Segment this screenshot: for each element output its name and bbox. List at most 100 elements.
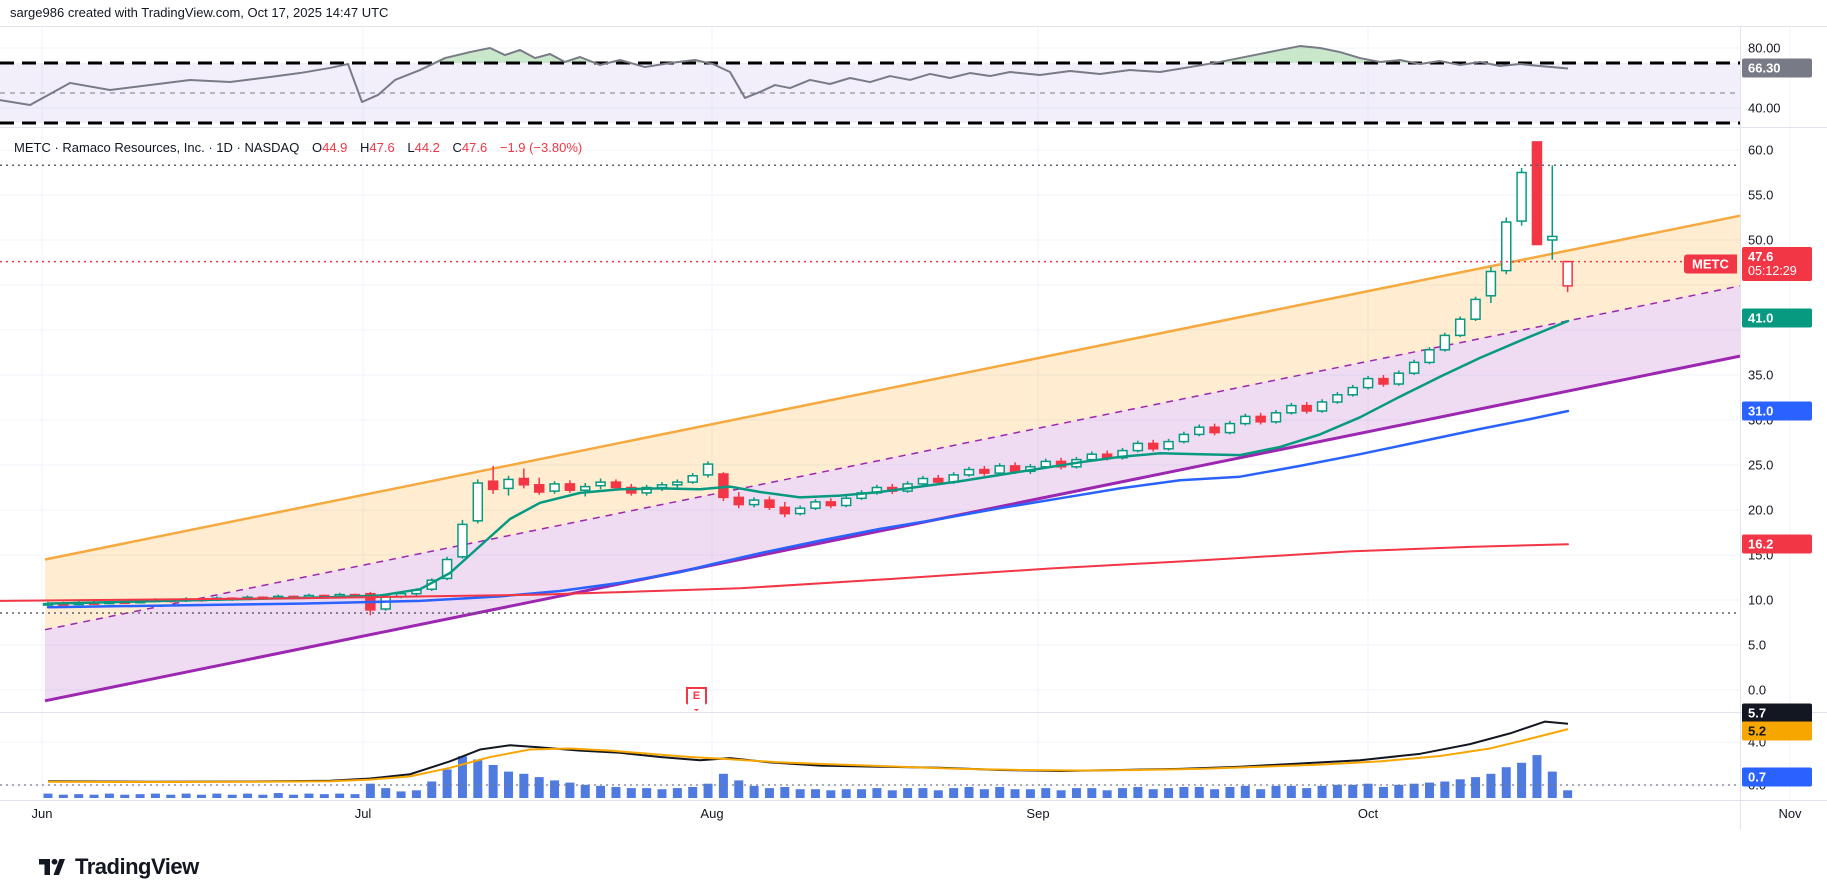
pane-separator-rsi-main[interactable] [0, 127, 1827, 128]
candle-body[interactable] [733, 496, 744, 506]
volume-bar[interactable] [949, 788, 959, 798]
volume-bar[interactable] [1271, 785, 1281, 798]
candle-body[interactable] [1501, 221, 1512, 272]
volume-bar[interactable] [841, 789, 851, 798]
volume-bar[interactable] [1133, 787, 1143, 798]
candle-body[interactable] [1378, 377, 1389, 385]
symbol-info-line[interactable]: METC · Ramaco Resources, Inc. · 1D · NAS… [14, 140, 582, 155]
volume-line-orange[interactable] [47, 728, 1569, 783]
volume-bar[interactable] [1102, 790, 1112, 798]
volume-bar[interactable] [1317, 785, 1327, 798]
volume-bar[interactable] [1501, 767, 1511, 798]
candle-body[interactable] [1132, 442, 1144, 452]
candle-body[interactable] [1547, 235, 1558, 241]
volume-bar[interactable] [243, 793, 253, 798]
candle-body[interactable] [779, 506, 791, 515]
volume-bar[interactable] [1164, 788, 1174, 798]
volume-bar[interactable] [1302, 788, 1312, 798]
volume-bar[interactable] [795, 789, 805, 798]
volume-bar[interactable] [1210, 789, 1220, 798]
candle-body[interactable] [994, 465, 1005, 474]
volume-bar[interactable] [120, 794, 130, 798]
volume-bar[interactable] [918, 788, 928, 798]
volume-bar[interactable] [995, 787, 1005, 798]
volume-bar[interactable] [1409, 783, 1419, 798]
volume-bar[interactable] [1394, 784, 1404, 798]
candle-body[interactable] [748, 499, 760, 506]
candle-body[interactable] [1255, 415, 1266, 423]
volume-bar[interactable] [135, 794, 145, 798]
volume-bar[interactable] [273, 793, 283, 798]
candle-body[interactable] [1424, 349, 1435, 364]
volume-bar[interactable] [1547, 771, 1557, 798]
volume-bar[interactable] [1240, 785, 1250, 798]
candle-body[interactable] [1270, 412, 1282, 423]
candle-body[interactable] [1485, 270, 1497, 297]
candle-body[interactable] [1224, 422, 1236, 434]
ma-fast-badge[interactable]: 41.0 [1742, 308, 1812, 328]
chart-canvas[interactable] [0, 0, 1827, 830]
volume-bar[interactable] [488, 765, 498, 798]
volume-bar[interactable] [872, 788, 882, 798]
volume-bar[interactable] [150, 793, 160, 798]
candle-body[interactable] [1332, 394, 1343, 403]
candle-body[interactable] [963, 468, 975, 476]
volume-bar[interactable] [181, 793, 191, 798]
volume-bar[interactable] [1455, 779, 1465, 798]
candle-body[interactable] [1347, 386, 1358, 396]
volume-bar[interactable] [565, 782, 575, 798]
candle-body[interactable] [1454, 318, 1466, 337]
candle-body[interactable] [1086, 453, 1098, 461]
volume-bar[interactable] [1378, 787, 1388, 798]
volume-bar[interactable] [611, 787, 621, 798]
candle-body[interactable] [810, 501, 821, 509]
volume-bar[interactable] [642, 788, 652, 798]
volume-bar[interactable] [780, 787, 790, 798]
candle-body[interactable] [1470, 298, 1481, 320]
volume-bar[interactable] [703, 783, 713, 798]
fast-ma-teal[interactable] [46, 319, 1570, 605]
candle-body[interactable] [1163, 440, 1174, 450]
volume-bar[interactable] [212, 793, 222, 798]
volume-bar[interactable] [811, 789, 820, 798]
volume-bar[interactable] [197, 794, 206, 798]
volume-bar[interactable] [519, 773, 529, 798]
volume-bar[interactable] [718, 773, 728, 798]
volume-bar[interactable] [1363, 783, 1373, 798]
volume-bar[interactable] [1532, 755, 1542, 798]
volume-bar[interactable] [89, 794, 99, 798]
volume-bar[interactable] [749, 785, 759, 798]
volume-bar[interactable] [411, 790, 421, 798]
ma-mid-badge[interactable]: 31.0 [1742, 401, 1812, 421]
volume-bar[interactable] [903, 788, 913, 798]
volume-bar[interactable] [1118, 788, 1127, 798]
candle-body[interactable] [764, 499, 775, 509]
volume-bar[interactable] [734, 780, 744, 798]
candle-body[interactable] [979, 468, 990, 474]
volume-bar[interactable] [350, 794, 360, 798]
candle-body[interactable] [656, 484, 668, 489]
volume-line-black[interactable] [47, 720, 1569, 783]
candle-body[interactable] [917, 477, 929, 485]
volume-bar[interactable] [43, 793, 53, 798]
volume-bar[interactable] [1517, 762, 1527, 798]
candle-body[interactable] [687, 475, 698, 483]
tradingview-logo[interactable]: TradingView [38, 853, 199, 881]
volume-bar[interactable] [166, 794, 176, 798]
volume-bar[interactable] [672, 788, 682, 798]
candle-body[interactable] [933, 477, 944, 483]
volume-bar[interactable] [657, 789, 667, 798]
candle-body[interactable] [1393, 372, 1405, 385]
rsi-line[interactable] [0, 45, 1569, 106]
slow-ma-red[interactable] [0, 543, 1569, 602]
candle-body[interactable] [518, 477, 530, 486]
candle-body[interactable] [1439, 334, 1451, 351]
candle-body[interactable] [1194, 426, 1205, 436]
channel-lower-line[interactable] [44, 354, 1741, 703]
channel-middle-line[interactable] [44, 285, 1741, 631]
volume-bar[interactable] [396, 791, 406, 798]
volume-badge[interactable]: 0.7 [1742, 767, 1812, 787]
volume-bar[interactable] [1332, 784, 1342, 798]
earnings-icon[interactable]: E [686, 687, 707, 711]
volume-bar[interactable] [1010, 789, 1020, 798]
